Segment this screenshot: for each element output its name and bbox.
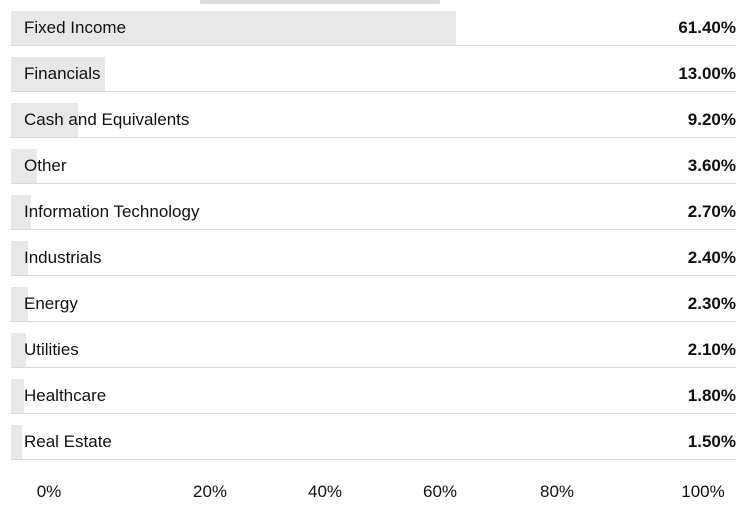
value-label: 61.40% [678, 18, 736, 37]
x-tick-label: 60% [422, 482, 458, 501]
value-label: 1.50% [687, 432, 736, 451]
category-label: Fixed Income [24, 18, 127, 37]
x-tick-label: 0% [36, 482, 62, 501]
x-tick-label: 80% [539, 482, 575, 501]
category-label: Energy [24, 294, 78, 313]
clipped-header [0, 0, 746, 10]
value-label: 2.30% [687, 294, 736, 313]
bar-row: Energy 2.30% [11, 287, 736, 322]
x-tick-label: 100% [681, 482, 725, 501]
value-label: 2.10% [687, 340, 736, 359]
bar [11, 287, 28, 321]
bar [11, 103, 78, 137]
bar [11, 241, 29, 275]
value-label: 13.00% [678, 64, 736, 83]
bar-row: Other 3.60% [11, 149, 736, 184]
value-label: 9.20% [687, 110, 736, 129]
bar-row: Industrials 2.40% [11, 241, 736, 276]
bar-row: Fixed Income 61.40% [11, 11, 736, 46]
x-axis: 0% 20% 40% 60% 80% 100% [0, 482, 746, 508]
category-label: Financials [24, 64, 101, 83]
bar-row: Healthcare 1.80% [11, 379, 736, 414]
category-label: Information Technology [24, 202, 200, 221]
category-label: Industrials [24, 248, 102, 267]
bar [11, 333, 27, 367]
x-tick-label: 20% [192, 482, 228, 501]
value-label: 2.40% [687, 248, 736, 267]
bar [11, 425, 22, 459]
bar [11, 57, 106, 91]
value-label: 1.80% [687, 386, 736, 405]
bar [11, 11, 457, 45]
value-label: 3.60% [687, 156, 736, 175]
value-label: 2.70% [687, 202, 736, 221]
category-label: Cash and Equivalents [24, 110, 190, 129]
category-label: Other [24, 156, 67, 175]
bar-rows: Fixed Income 61.40% Financials 13.00% Cash a… [11, 11, 736, 460]
bar-row: Cash and Equivalents 9.20% [11, 103, 736, 138]
category-label: Real Estate [24, 432, 112, 451]
bar [11, 379, 25, 413]
category-label: Utilities [24, 340, 79, 359]
bar [11, 149, 38, 183]
bar-row: Real Estate 1.50% [11, 425, 736, 460]
bar-row: Utilities 2.10% [11, 333, 736, 368]
category-label: Healthcare [24, 386, 107, 405]
x-tick-label: 40% [307, 482, 343, 501]
bar-row: Financials 13.00% [11, 57, 736, 92]
bar [11, 195, 31, 229]
clipped-title-fragment [200, 0, 440, 4]
bar-row: Information Technology 2.70% [11, 195, 736, 230]
